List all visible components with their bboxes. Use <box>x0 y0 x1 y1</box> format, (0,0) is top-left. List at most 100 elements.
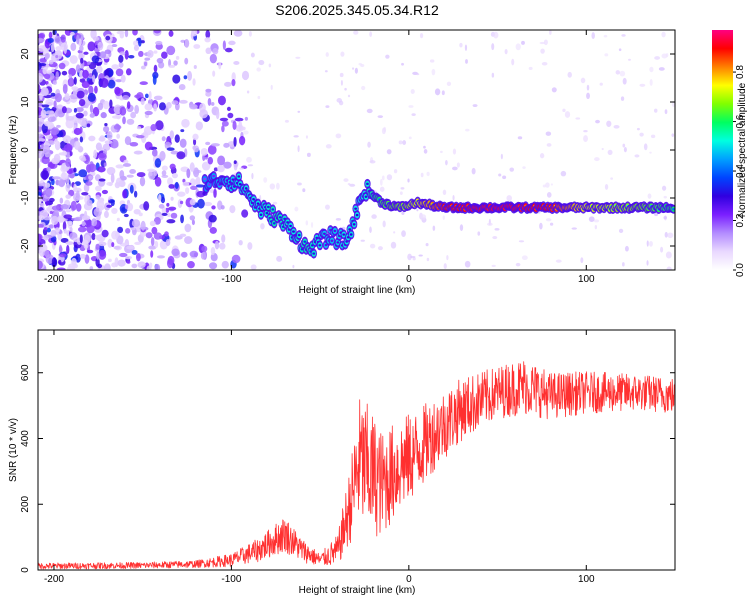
heatmap-cell <box>120 74 126 83</box>
heatmap-cell <box>44 152 51 158</box>
heatmap-cell <box>44 120 52 127</box>
heatmap-cell <box>65 182 71 192</box>
heatmap-cell <box>221 234 226 243</box>
heatmap-cell <box>75 112 84 119</box>
heatmap-cell <box>192 133 199 141</box>
heatmap-cell <box>166 219 176 224</box>
heatmap-cell <box>260 223 265 230</box>
heatmap-cell <box>429 59 435 63</box>
heatmap-cell <box>115 164 125 169</box>
heatmap-cell <box>42 234 49 241</box>
heatmap-cell <box>86 199 93 206</box>
heatmap-cell <box>189 215 196 221</box>
heatmap-cell <box>38 117 45 127</box>
heatmap-cell <box>126 118 135 125</box>
heatmap-cell <box>158 102 166 111</box>
heatmap-cell <box>166 212 171 218</box>
heatmap-cell <box>80 57 84 64</box>
heatmap-cell <box>222 40 226 51</box>
heatmap-cell <box>113 124 122 130</box>
heatmap-cell <box>434 88 441 96</box>
heatmap-cell <box>571 227 578 230</box>
heatmap-ridge-peak <box>278 216 282 219</box>
y-tick-label: 20 <box>20 48 31 60</box>
heatmap-cell <box>217 95 226 106</box>
heatmap-cell <box>305 220 309 226</box>
heatmap-cell <box>58 244 63 255</box>
heatmap-cell <box>182 178 186 183</box>
heatmap-cell <box>603 34 608 38</box>
heatmap-cell <box>119 252 128 258</box>
heatmap-cell <box>663 216 667 220</box>
heatmap-cell <box>324 70 328 73</box>
heatmap-cell <box>46 70 53 74</box>
heatmap-cell <box>239 167 244 170</box>
heatmap-cell <box>241 126 246 131</box>
heatmap-cell <box>465 128 470 132</box>
heatmap-cell <box>179 233 187 237</box>
heatmap-cell <box>205 30 211 39</box>
heatmap-ridge-peak <box>342 233 346 236</box>
snr-x-label: Height of straight line (km) <box>299 585 416 596</box>
heatmap-cell <box>154 176 162 187</box>
heatmap-cell <box>233 61 240 65</box>
heatmap-cell <box>117 259 126 267</box>
heatmap-cell <box>130 111 137 119</box>
heatmap-cell <box>165 238 171 247</box>
heatmap-cell <box>591 32 595 40</box>
heatmap-cell <box>153 103 158 112</box>
heatmap-cell <box>232 120 237 131</box>
heatmap-cell <box>111 115 121 119</box>
heatmap-cell <box>367 141 371 148</box>
heatmap-cell <box>83 51 89 55</box>
heatmap-cell <box>145 93 149 99</box>
heatmap-cell <box>59 253 67 258</box>
heatmap-cell <box>148 91 152 101</box>
heatmap-cell <box>180 129 185 133</box>
heatmap-cell <box>583 129 588 133</box>
heatmap-cell <box>161 136 166 142</box>
spectrogram-x-label: Height of straight line (km) <box>299 285 416 296</box>
heatmap-cell <box>217 155 226 166</box>
y-tick-label: 600 <box>20 364 31 381</box>
heatmap-cell <box>207 98 212 106</box>
heatmap-cell <box>663 195 667 199</box>
heatmap-cell <box>302 188 306 193</box>
heatmap-cell <box>172 74 181 84</box>
spectrogram-y-ticks: -20 -10 0 10 20 <box>20 48 675 253</box>
heatmap-cell <box>103 162 107 167</box>
heatmap-cell <box>522 166 526 169</box>
heatmap-cell <box>154 263 161 270</box>
heatmap-cell <box>667 232 674 239</box>
heatmap-cell <box>521 255 528 261</box>
heatmap-cell <box>250 264 257 270</box>
heatmap-cell <box>117 226 124 234</box>
heatmap-cell <box>567 71 572 78</box>
heatmap-cell <box>421 214 427 220</box>
heatmap-cell <box>542 184 547 188</box>
heatmap-cell <box>634 154 640 158</box>
heatmap-cell <box>452 194 455 201</box>
heatmap-cell <box>223 142 230 148</box>
heatmap-ridge-peak <box>238 182 242 186</box>
heatmap-cell <box>649 79 653 86</box>
heatmap-cell <box>292 264 295 269</box>
heatmap-cell <box>248 31 252 37</box>
heatmap-cell <box>166 45 176 56</box>
heatmap-cell <box>91 233 96 241</box>
heatmap-cell <box>170 212 178 219</box>
heatmap-cell <box>45 52 50 59</box>
heatmap-cell <box>38 260 43 270</box>
heatmap-cell <box>168 59 172 68</box>
heatmap-cell <box>71 86 79 91</box>
heatmap-cell <box>38 200 42 205</box>
heatmap-cell <box>66 265 75 270</box>
heatmap-cell <box>619 70 626 77</box>
heatmap-cell <box>64 30 72 36</box>
heatmap-cell <box>98 136 106 142</box>
heatmap-cell <box>452 166 458 171</box>
heatmap-cell <box>130 227 136 231</box>
heatmap-cell <box>79 234 83 244</box>
heatmap-cell <box>204 201 213 207</box>
heatmap-cell <box>223 161 232 169</box>
